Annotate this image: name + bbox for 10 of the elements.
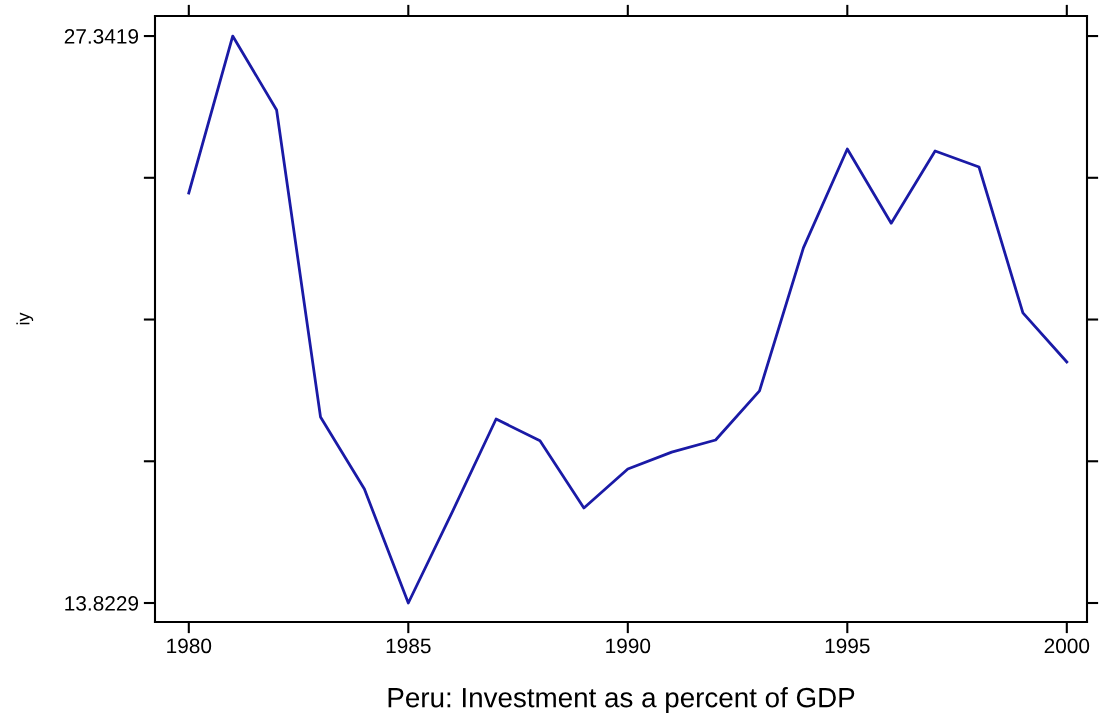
y-axis-title: iy [16,312,34,325]
x-tick-label: 1985 [386,638,431,654]
x-tick-label: 1980 [167,638,212,654]
x-tick-label: 1990 [606,638,651,654]
y-tick-label: 27.3419 [64,29,139,44]
x-tick-label: 2000 [1044,638,1090,654]
line-series [187,34,1069,605]
text: Peru: Investment as a percent of GDP [388,687,855,713]
y-tick-label: 13.8229 [65,596,139,611]
x-tick-label: 1995 [825,638,870,654]
